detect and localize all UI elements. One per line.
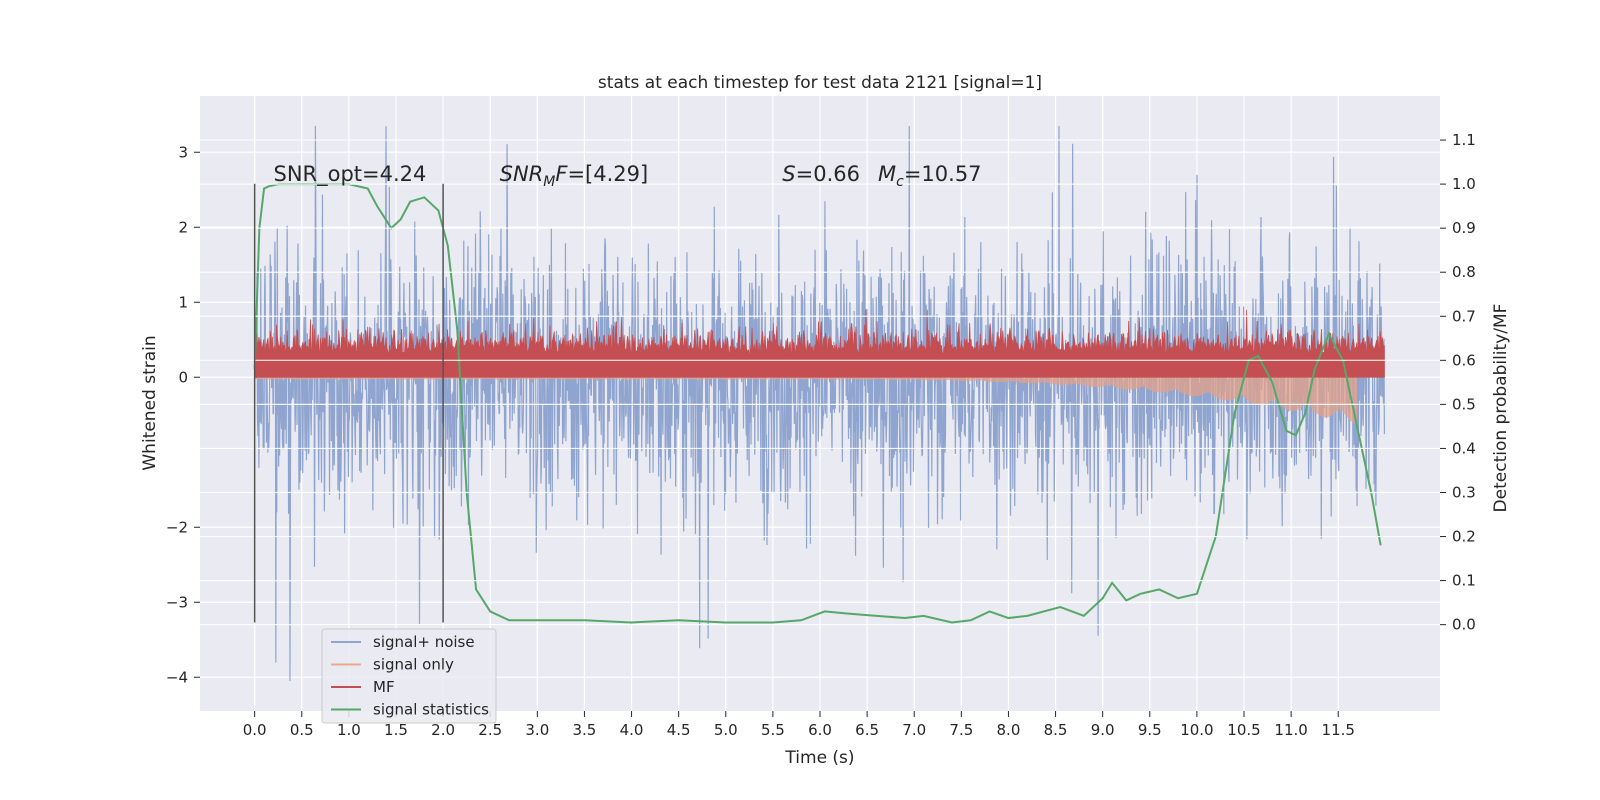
x-tick-label: 7.5 xyxy=(949,721,973,739)
x-tick-label: 3.0 xyxy=(525,721,549,739)
legend: signal+ noise signal only MF signal statist… xyxy=(321,628,497,724)
vertical-markers xyxy=(253,183,444,623)
chart-title: stats at each timestep for test data 212… xyxy=(598,73,1042,93)
right-tick-label: 0.2 xyxy=(1452,528,1476,546)
annotation-part: c xyxy=(896,174,904,190)
annotation-part: S xyxy=(782,162,795,186)
right-tick-label: 0.0 xyxy=(1452,616,1476,634)
right-y-axis-label: Detection probability/MF xyxy=(1491,304,1511,513)
annotation-part: M xyxy=(878,162,896,186)
legend-entry: signal only xyxy=(373,656,454,674)
x-tick-label: 11.5 xyxy=(1322,721,1355,739)
annotation-0: SNR_opt=4.24 xyxy=(273,162,426,187)
y-tick-label: 1 xyxy=(178,293,188,311)
x-tick-label: 0.5 xyxy=(290,721,314,739)
right-tick-label: 0.8 xyxy=(1452,263,1476,281)
x-tick-label: 10.5 xyxy=(1227,721,1260,739)
x-tick-label: 5.0 xyxy=(714,721,738,739)
right-tick-label: 0.7 xyxy=(1452,307,1476,325)
x-tick-label: 1.5 xyxy=(384,721,408,739)
right-tick-label: 0.9 xyxy=(1452,219,1476,237)
x-tick-label: 7.0 xyxy=(902,721,926,739)
legend-box xyxy=(321,628,497,724)
legend-entry: signal statistics xyxy=(373,701,489,719)
right-tick-label: 1.1 xyxy=(1452,131,1476,149)
y-tick-label: 2 xyxy=(178,218,188,236)
x-axis-ticks: 0.0 0.5 1.0 1.5 2.0 2.5 3.0 3.5 4.0 4.5 5.0 5.5 6.0 6… xyxy=(243,711,1355,739)
annotation-part: =[4.29] xyxy=(567,162,648,186)
x-tick-label: 10.0 xyxy=(1180,721,1213,739)
x-tick-label: 2.0 xyxy=(431,721,455,739)
right-axis-gridlines xyxy=(200,139,1440,626)
x-tick-label: 4.5 xyxy=(667,721,691,739)
right-tick-label: 0.3 xyxy=(1452,483,1476,501)
annotation-2: S=0.66 Mc=10.57 xyxy=(782,162,981,190)
annotation-part: =10.57 xyxy=(904,162,982,186)
annotation-part: =0.66 xyxy=(796,162,860,186)
annotations: SNR_opt=4.24 SNRMF=[4.29] S=0.66 Mc=10.57 xyxy=(273,162,981,190)
right-tick-label: 0.6 xyxy=(1452,351,1476,369)
legend-entry: signal+ noise xyxy=(373,633,475,651)
legend-entry: MF xyxy=(373,678,395,696)
y-axis-ticks: 3 2 1 0 −2 −3 −4 xyxy=(166,143,200,686)
annotation-part: SNR_opt=4.24 xyxy=(273,162,426,187)
x-tick-label: 8.5 xyxy=(1044,721,1068,739)
y-tick-label: 3 xyxy=(178,143,188,161)
x-tick-label: 4.0 xyxy=(620,721,644,739)
annotation-part: M xyxy=(543,174,555,190)
x-tick-label: 8.0 xyxy=(997,721,1021,739)
x-tick-label: 1.0 xyxy=(337,721,361,739)
right-tick-label: 0.4 xyxy=(1452,439,1476,457)
x-tick-label: 5.5 xyxy=(761,721,785,739)
x-tick-label: 6.0 xyxy=(808,721,832,739)
annotation-1: SNRMF=[4.29] xyxy=(500,162,649,190)
right-tick-label: 0.5 xyxy=(1452,395,1476,413)
y-tick-label: −2 xyxy=(166,518,188,536)
x-tick-label: 11.0 xyxy=(1274,721,1307,739)
x-tick-label: 6.5 xyxy=(855,721,879,739)
y-tick-label: −4 xyxy=(166,668,188,686)
series-signal-only xyxy=(254,377,1358,425)
right-tick-label: 0.1 xyxy=(1452,572,1476,590)
annotation-part: F xyxy=(555,162,568,186)
x-tick-label: 3.5 xyxy=(573,721,597,739)
y-axis-label: Whitened strain xyxy=(140,335,160,470)
y-tick-label: −3 xyxy=(166,593,188,611)
x-tick-label: 2.5 xyxy=(478,721,502,739)
y-tick-label: 0 xyxy=(178,368,188,386)
right-tick-label: 1.0 xyxy=(1452,175,1476,193)
x-tick-label: 9.5 xyxy=(1138,721,1162,739)
x-tick-label: 0.0 xyxy=(243,721,267,739)
x-axis-label: Time (s) xyxy=(784,748,854,768)
x-tick-label: 9.0 xyxy=(1091,721,1115,739)
annotation-part: SNR xyxy=(500,162,544,186)
right-y-axis-ticks: 1.1 1.0 0.9 0.8 0.7 0.6 0.5 0.4 0.3 0.2 0.1 0.0 xyxy=(1440,131,1476,634)
